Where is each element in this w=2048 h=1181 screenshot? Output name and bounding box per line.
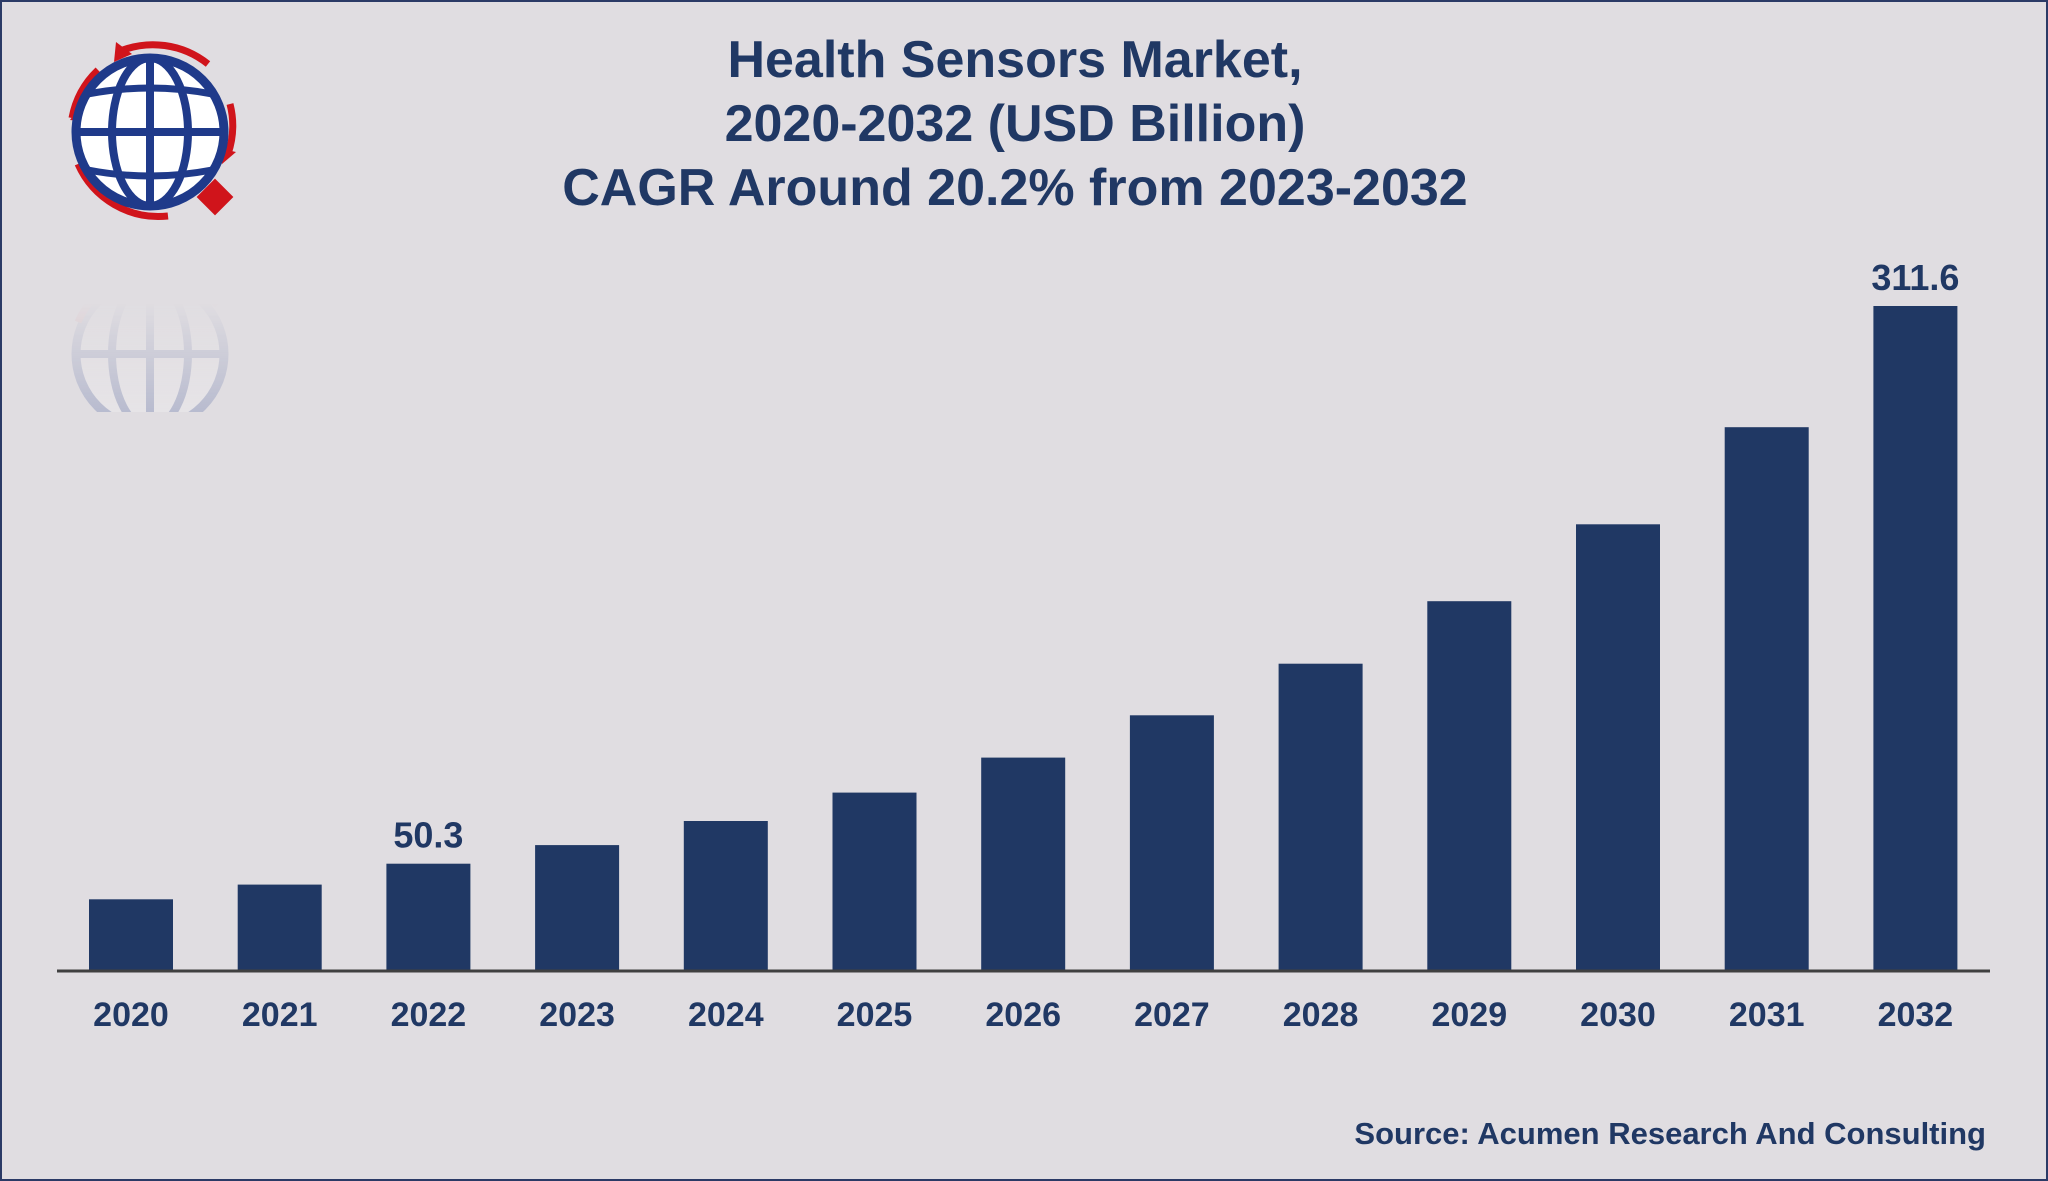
chart-title-line-2: 2020-2032 (USD Billion) xyxy=(724,95,1306,153)
x-tick-label-2022: 2022 xyxy=(391,996,467,1034)
chart-title: Health Sensors Market, 2020-2032 (USD Bi… xyxy=(430,28,1600,220)
x-tick-label-2031: 2031 xyxy=(1729,996,1805,1034)
data-label-2032: 311.6 xyxy=(1871,257,1959,298)
data-label-2022: 50.3 xyxy=(393,815,463,856)
bar-2028 xyxy=(1278,663,1363,971)
bar-2027 xyxy=(1129,715,1214,971)
x-tick-label-2025: 2025 xyxy=(837,996,913,1034)
x-tick-label-2020: 2020 xyxy=(93,996,169,1034)
bar-2032 xyxy=(1873,306,1958,971)
bar-2021 xyxy=(237,884,322,971)
x-tick-label-2024: 2024 xyxy=(688,996,764,1034)
x-tick-label-2027: 2027 xyxy=(1134,996,1210,1034)
bar-2026 xyxy=(981,757,1066,971)
x-tick-label-2028: 2028 xyxy=(1283,996,1359,1034)
x-tick-label-2023: 2023 xyxy=(539,996,615,1034)
x-tick-label-2032: 2032 xyxy=(1878,996,1954,1034)
globe-logo-icon xyxy=(68,41,237,220)
chart-title-line-3: CAGR Around 20.2% from 2023-2032 xyxy=(562,159,1468,217)
bar-2023 xyxy=(535,845,620,971)
x-tick-label-2026: 2026 xyxy=(985,996,1061,1034)
bar-2029 xyxy=(1427,601,1512,971)
bar-2022 xyxy=(386,863,471,971)
x-tick-label-2029: 2029 xyxy=(1431,996,1507,1034)
bar-2020 xyxy=(89,899,173,971)
chart-title-line-1: Health Sensors Market, xyxy=(727,31,1303,89)
source-note: Source: Acumen Research And Consulting xyxy=(1354,1116,1986,1151)
bar-2031 xyxy=(1724,427,1809,971)
x-tick-label-2030: 2030 xyxy=(1580,996,1656,1034)
bar-2025 xyxy=(832,792,917,971)
bar-2030 xyxy=(1576,524,1660,971)
x-tick-label-2021: 2021 xyxy=(242,996,318,1034)
bar-2024 xyxy=(683,821,768,971)
logo-reflection xyxy=(71,266,234,412)
